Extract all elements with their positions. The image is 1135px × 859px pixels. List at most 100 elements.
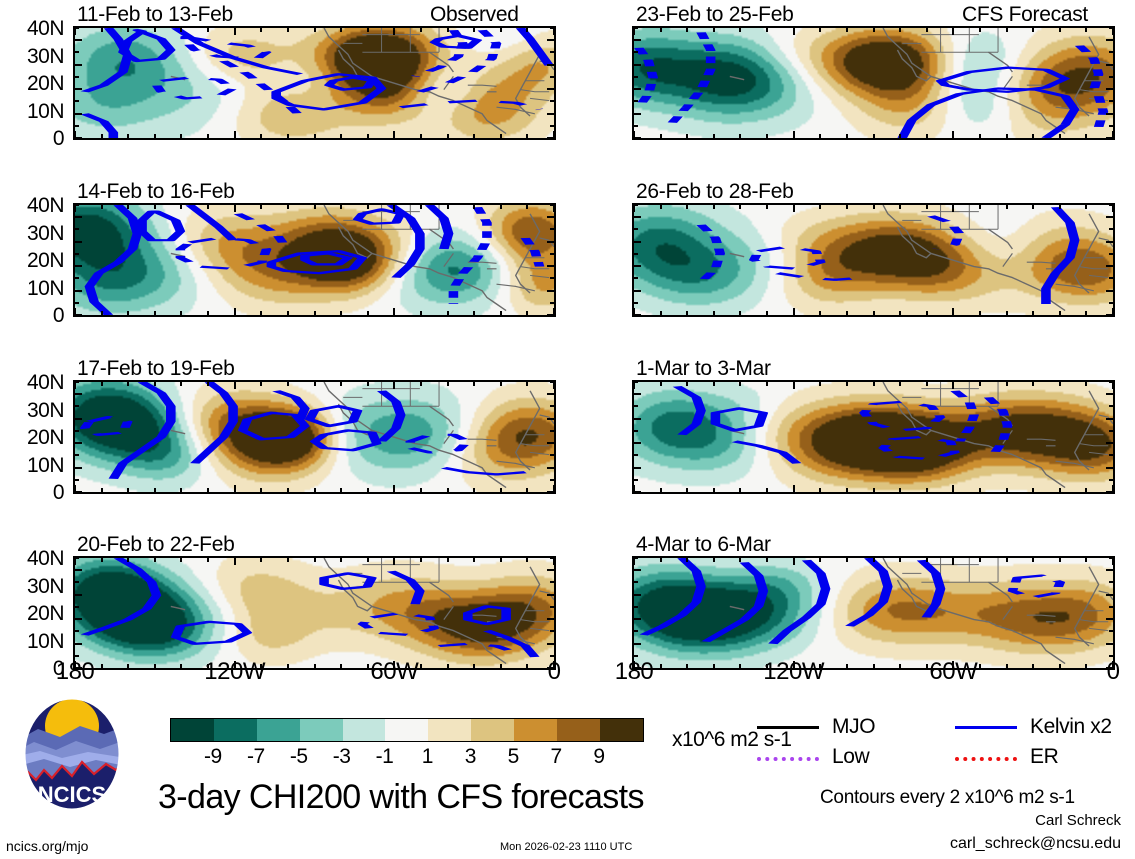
y-tick-label: 30N: [26, 398, 65, 422]
panel-title-r4c1: 20-Feb to 22-Feb: [77, 533, 235, 556]
x-tick-label: 0: [547, 658, 561, 685]
map-overlay: [80, 28, 554, 138]
colorbar-tick-label: -3: [332, 745, 351, 768]
legend-label-er: ER: [1030, 745, 1059, 768]
map-panel-r4c1: [73, 556, 556, 670]
legend-line-low: [757, 757, 819, 761]
author-name: Carl Schreck: [1035, 812, 1121, 829]
legend-line-mjo: [757, 726, 819, 729]
chi200-field: [75, 558, 554, 668]
x-tick-label: 120W: [763, 658, 824, 685]
y-tick-label: 30N: [26, 44, 65, 68]
wave-contours: [696, 206, 1080, 304]
author-email: carl_schreck@ncsu.edu: [950, 835, 1121, 852]
legend-line-er: [955, 757, 1017, 761]
colorbar-swatch-2: [256, 719, 300, 741]
y-tick-label: 20N: [26, 249, 65, 272]
colorbar-tick-label: 7: [550, 745, 563, 768]
legend-label-mjo: MJO: [832, 715, 876, 738]
map-overlay: [696, 205, 1113, 315]
column-header-observed: Observed: [430, 3, 519, 26]
colorbar: [170, 718, 644, 742]
panel-ticks: [634, 382, 1113, 492]
panel-ticks: [75, 205, 554, 315]
colorbar-tick-label: 5: [507, 745, 520, 768]
map-panel-r4c2: [632, 556, 1115, 670]
y-tick-label: 10N: [26, 629, 65, 653]
panel-title-r3c1: 17-Feb to 19-Feb: [77, 357, 235, 380]
colorbar-tick-label: -9: [204, 745, 222, 768]
map-panel-r1c1: [73, 26, 556, 140]
panel-title-r1c2: 23-Feb to 25-Feb: [636, 3, 794, 26]
colorbar-swatch-7: [471, 719, 515, 741]
y-tick-label: 30N: [26, 574, 65, 598]
colorbar-swatch-10: [599, 719, 643, 741]
y-tick-label: 20N: [26, 72, 65, 95]
contour-interval-note: Contours every 2 x10^6 m2 s-1: [820, 787, 1075, 808]
x-tick-label: 60W: [370, 658, 419, 685]
y-tick-label: 40N: [26, 371, 65, 394]
colorbar-tick-label: 1: [421, 745, 434, 768]
panel-title-r1c1: 11-Feb to 13-Feb: [77, 3, 233, 26]
panel-ticks: [634, 205, 1113, 315]
y-tick-label: 40N: [26, 194, 65, 217]
page-title: 3-day CHI200 with CFS forecasts: [158, 778, 645, 816]
y-tick-label: 0: [52, 127, 65, 150]
colorbar-tick-label: 3: [464, 745, 477, 768]
map-overlay: [634, 28, 1113, 138]
chi200-field: [634, 205, 1113, 315]
y-tick-label: 20N: [26, 426, 65, 449]
ncics-logo: NCICS: [18, 696, 126, 816]
colorbar-units-label: x10^6 m2 s-1: [672, 728, 792, 751]
chi200-field: [634, 28, 1113, 138]
panel-ticks: [634, 28, 1113, 138]
x-tick-label: 120W: [204, 658, 265, 685]
colorbar-swatch-1: [213, 719, 257, 741]
map-overlay: [672, 382, 1113, 492]
wave-contours: [80, 558, 540, 658]
timestamp: Mon 2026-02-23 1110 UTC: [500, 841, 633, 853]
chi200-field: [634, 382, 1113, 492]
wave-contours: [639, 558, 1066, 645]
colorbar-swatch-4: [342, 719, 386, 741]
colorbar-swatch-5: [385, 719, 429, 741]
wave-contours: [84, 205, 545, 315]
y-tick-label: 40N: [26, 547, 65, 570]
y-tick-label: 30N: [26, 221, 65, 245]
map-panel-r1c2: [632, 26, 1115, 140]
panel-ticks: [75, 558, 554, 668]
panel-title-r2c1: 14-Feb to 16-Feb: [77, 180, 235, 203]
map-panel-r3c1: [73, 380, 556, 494]
colorbar-swatch-9: [557, 719, 600, 741]
legend-label-low: Low: [832, 745, 870, 768]
y-tick-label: 40N: [26, 17, 65, 40]
legend-label-kelvin: Kelvin x2: [1030, 715, 1112, 738]
panel-ticks: [75, 382, 554, 492]
y-tick-label: 0: [52, 304, 65, 327]
x-tick-label: 60W: [929, 658, 978, 685]
map-overlay: [639, 558, 1113, 668]
map-overlay: [84, 205, 554, 315]
x-tick-label: 180: [55, 658, 95, 685]
y-tick-label: 10N: [26, 276, 65, 300]
x-tick-label: 180: [614, 658, 654, 685]
column-header-cfs: CFS Forecast: [962, 3, 1088, 26]
map-panel-r2c1: [73, 203, 556, 317]
panel-title-r4c2: 4-Mar to 6-Mar: [636, 533, 771, 556]
x-tick-label: 0: [1106, 658, 1120, 685]
map-panel-r2c2: [632, 203, 1115, 317]
colorbar-swatch-6: [428, 719, 472, 741]
colorbar-swatch-3: [299, 719, 343, 741]
colorbar-tick-label: -1: [375, 745, 394, 768]
wave-contours: [634, 32, 1109, 138]
colorbar-swatch-8: [514, 719, 558, 741]
colorbar-tick-label: -7: [246, 745, 265, 768]
map-overlay: [79, 382, 554, 492]
panel-ticks: [634, 558, 1113, 668]
y-tick-label: 10N: [26, 99, 65, 123]
panel-title-r2c2: 26-Feb to 28-Feb: [636, 180, 794, 203]
logo-text: NCICS: [38, 782, 106, 807]
y-tick-label: 0: [52, 657, 65, 680]
y-tick-label: 10N: [26, 453, 65, 477]
site-url: ncics.org/mjo: [6, 838, 89, 854]
